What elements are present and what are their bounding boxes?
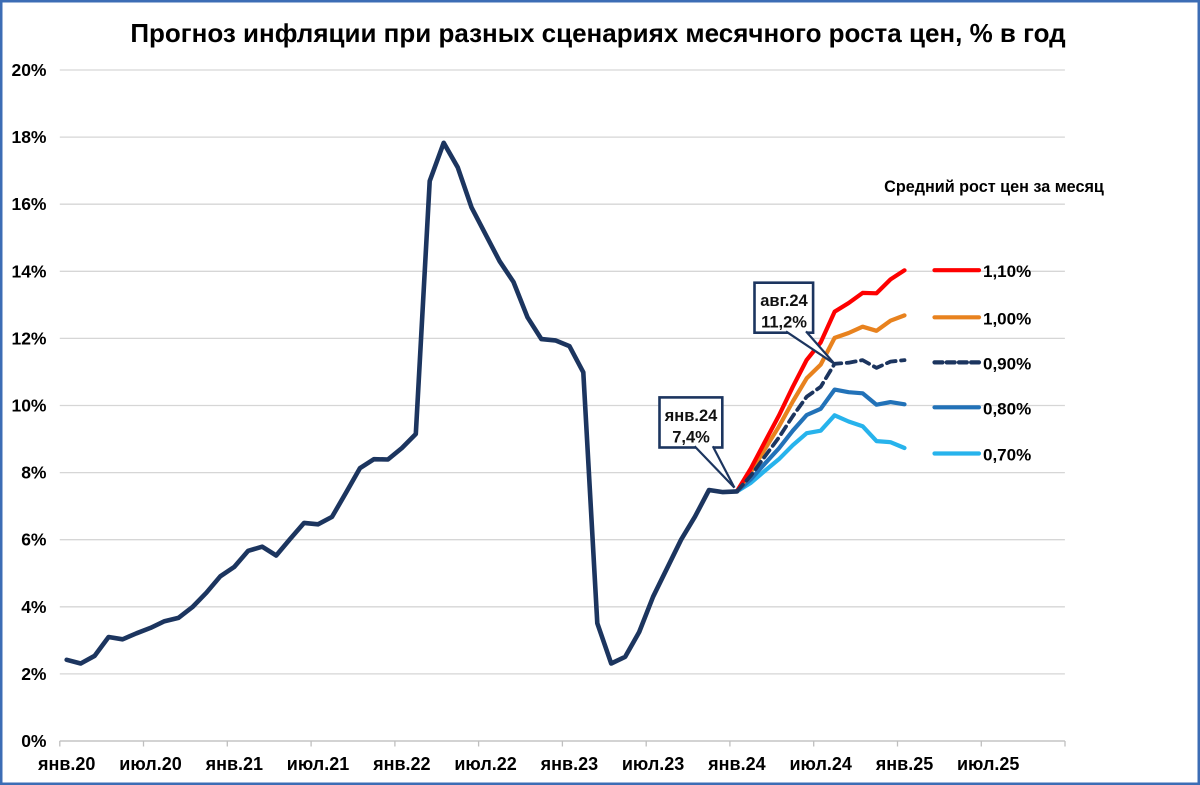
svg-text:0,80%: 0,80% (983, 399, 1031, 418)
svg-text:июл.25: июл.25 (957, 754, 1019, 774)
svg-text:июл.20: июл.20 (119, 754, 181, 774)
svg-text:янв.25: янв.25 (875, 754, 933, 774)
svg-text:Средний рост цен за месяц: Средний рост цен за месяц (884, 178, 1104, 196)
svg-text:1,00%: 1,00% (983, 309, 1031, 328)
svg-text:0,90%: 0,90% (983, 354, 1031, 373)
svg-text:11,2%: 11,2% (761, 314, 807, 332)
svg-text:18%: 18% (11, 127, 46, 147)
svg-text:июл.21: июл.21 (287, 754, 349, 774)
svg-text:авг.24: авг.24 (760, 292, 808, 310)
svg-text:12%: 12% (11, 328, 46, 348)
svg-text:6%: 6% (21, 530, 47, 550)
svg-text:июл.22: июл.22 (454, 754, 516, 774)
svg-text:июл.23: июл.23 (622, 754, 684, 774)
svg-text:16%: 16% (11, 194, 46, 214)
svg-text:1,10%: 1,10% (983, 262, 1031, 281)
svg-text:июл.24: июл.24 (789, 754, 851, 774)
svg-text:янв.21: янв.21 (205, 754, 263, 774)
svg-text:янв.20: янв.20 (37, 754, 95, 774)
svg-text:янв.23: янв.23 (540, 754, 598, 774)
svg-text:8%: 8% (21, 463, 47, 483)
svg-text:14%: 14% (11, 261, 46, 281)
svg-text:7,4%: 7,4% (672, 429, 710, 447)
svg-text:янв.22: янв.22 (372, 754, 430, 774)
svg-text:10%: 10% (11, 396, 46, 416)
svg-text:4%: 4% (21, 597, 47, 617)
svg-text:0,70%: 0,70% (983, 446, 1031, 465)
svg-text:2%: 2% (21, 664, 47, 684)
svg-text:Прогноз инфляции при разных сц: Прогноз инфляции при разных сценариях ме… (130, 18, 1066, 48)
svg-text:янв.24: янв.24 (707, 754, 765, 774)
svg-text:янв.24: янв.24 (664, 407, 718, 425)
svg-text:20%: 20% (11, 60, 46, 80)
svg-text:0%: 0% (21, 731, 47, 751)
